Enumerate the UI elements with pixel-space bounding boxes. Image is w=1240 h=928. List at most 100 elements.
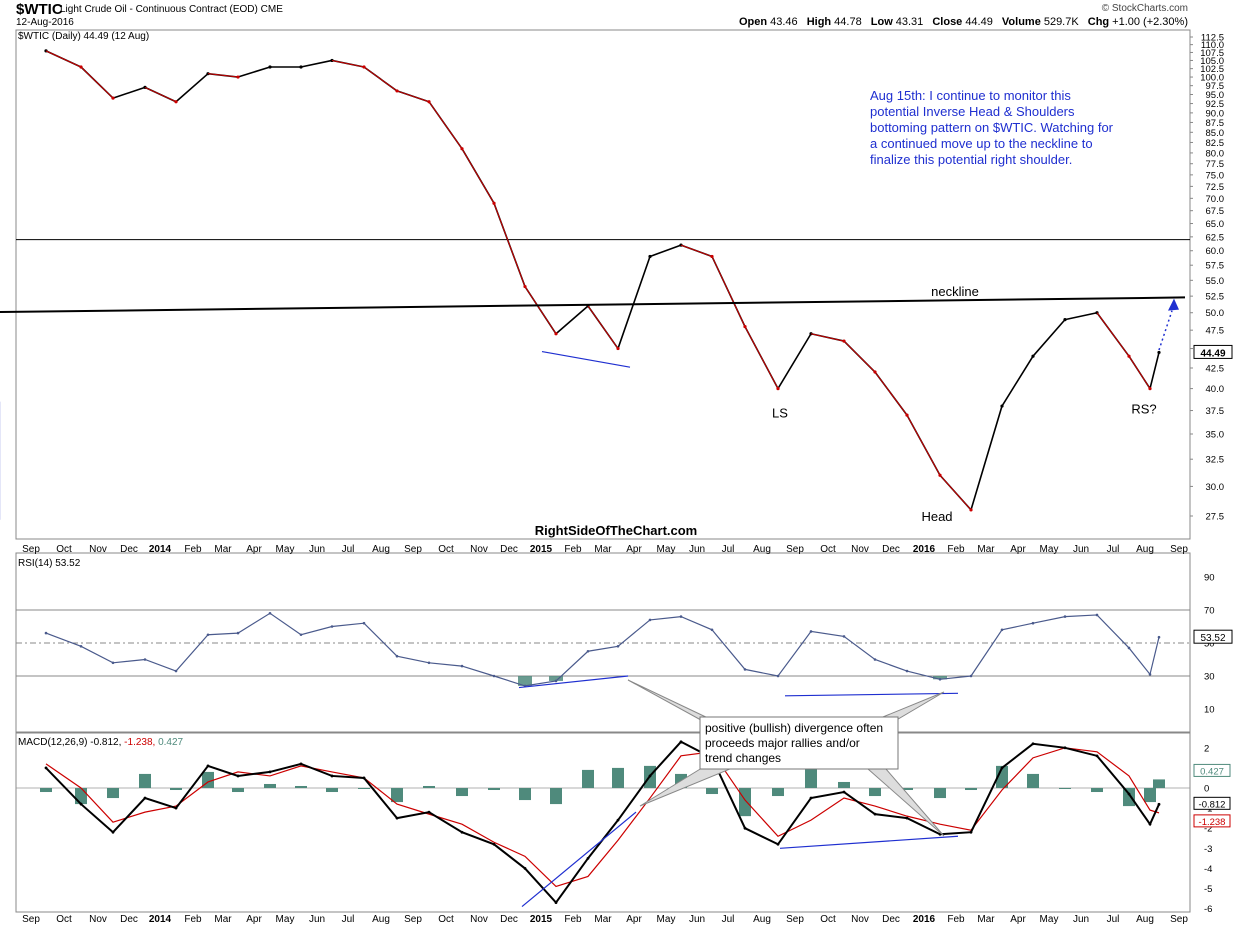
lower-x-tick-label: Apr [1010, 914, 1026, 925]
macd-point [330, 774, 334, 778]
price-y-tick-label: 75.0 [1206, 170, 1225, 181]
macd-point [236, 774, 240, 778]
upper-x-tick-label: Sep [22, 544, 40, 555]
upper-x-tick-label: Sep [786, 544, 804, 555]
price-point [776, 386, 780, 391]
upper-x-tick-label: Apr [626, 544, 642, 555]
price-y-tick-label: 37.5 [1206, 406, 1225, 417]
lower-x-tick-label: May [1040, 914, 1059, 925]
rsi-point [1148, 673, 1152, 676]
macd-point [79, 802, 83, 806]
lower-x-tick-label: May [276, 914, 295, 925]
macd-histogram-bar [519, 788, 531, 801]
price-down-segment [874, 371, 908, 416]
rsi-point [1095, 613, 1099, 617]
lower-x-tick-label: Aug [372, 914, 390, 925]
close-label: Close [932, 16, 963, 28]
rsi-point [44, 631, 48, 635]
price-panel-frame [15, 29, 1191, 540]
rsi-panel-title: RSI(14) 53.52 [18, 558, 81, 569]
macd-y-tick-label: 2 [1204, 743, 1209, 754]
lower-x-tick-label: Dec [120, 914, 138, 925]
price-y-tick-label: 82.5 [1206, 138, 1225, 149]
macd-histogram-bar [326, 788, 338, 793]
macd-histogram-bar [1144, 788, 1156, 803]
macd-histogram-bar [1059, 788, 1071, 789]
macd-point [299, 762, 303, 766]
price-down-segment [396, 90, 430, 103]
price-down-segment [428, 101, 463, 149]
rsi-point [842, 635, 846, 638]
macd-histogram-bar [170, 788, 182, 791]
open-label: Open [738, 16, 768, 28]
macd-point [1063, 746, 1067, 750]
macd-title-part: MACD(12,26,9) [18, 737, 90, 748]
instrument-name: Light Crude Oil - Continuous Contract (E… [60, 4, 283, 15]
macd-histogram-bar [456, 788, 468, 797]
macd-point [1127, 792, 1131, 796]
rsi-point [492, 674, 496, 678]
volume-label: Volume [1001, 16, 1041, 28]
macd-histogram-bar [1123, 788, 1135, 807]
macd-y-tick-label: -6 [1204, 904, 1212, 915]
rsi-line [45, 612, 1160, 687]
lower-x-tick-label: Mar [977, 914, 995, 925]
macd-point [648, 774, 652, 778]
macd-last-value-tag [1193, 796, 1231, 810]
macd-point [679, 740, 683, 744]
price-point [969, 508, 973, 512]
price-panel-title: $WTIC (Daily) 44.49 (12 Aug) [18, 31, 149, 42]
lower-x-tick-label: Apr [626, 914, 642, 925]
macd-histogram-bar [805, 765, 817, 788]
rsi-point [586, 649, 590, 653]
upper-x-tick-label: Mar [977, 544, 995, 555]
macd-histogram-bar [107, 788, 119, 799]
price-annotation: Aug 15th: I continue to monitor this pote… [870, 88, 1114, 167]
divergence-callout-text: positive (bullish) divergence often proce… [705, 721, 883, 765]
price-y-tick-label: 35.0 [1206, 430, 1225, 441]
price-point [174, 100, 178, 104]
upper-x-tick-label: Aug [1136, 544, 1154, 555]
macd-point [523, 867, 527, 870]
pattern-label: Head [921, 509, 952, 524]
macd-point [174, 806, 178, 810]
lower-x-tick-label: Nov [470, 914, 488, 925]
lower-x-tick-label: Jun [689, 914, 705, 925]
lower-x-tick-label: Feb [184, 914, 202, 925]
rsi-y-tick-label: 70 [1204, 606, 1215, 617]
rsi-point [873, 658, 877, 661]
price-y-tick-label: 32.5 [1206, 455, 1225, 466]
price-y-tick-label: 85.0 [1206, 128, 1225, 139]
divergence-callout-box [699, 716, 899, 770]
price-last-value-tag [1193, 344, 1233, 359]
upper-x-tick-label: Feb [564, 544, 582, 555]
upper-x-tick-label: Dec [882, 544, 900, 555]
macd-last-value-tag [1193, 763, 1231, 777]
macd-point [969, 830, 973, 834]
rsi-point [460, 664, 464, 668]
price-y-tick-label: 100.0 [1200, 73, 1224, 84]
price-point [1157, 350, 1161, 355]
macd-histogram-bar [139, 773, 151, 788]
upper-x-tick-label: May [657, 544, 676, 555]
rsi-point [1157, 635, 1161, 639]
macd-point [586, 856, 590, 860]
watermark: RightSideOfTheChart.com [535, 523, 698, 538]
price-y-tick-label: 47.5 [1206, 326, 1225, 337]
rsi-point [111, 661, 115, 665]
macd-histogram-bar [423, 785, 435, 788]
macd-histogram-bar [75, 788, 87, 805]
rsi-point [743, 668, 747, 671]
upper-x-tick-label: Apr [246, 544, 262, 555]
price-annotation-line: finalize this potential right shoulder. [870, 152, 1072, 167]
price-down-segment [524, 286, 557, 335]
lower-x-tick-label: Jul [722, 914, 735, 925]
price-y-tick-label: 92.5 [1206, 99, 1225, 110]
lower-x-tick-label: 2015 [530, 914, 553, 925]
price-down-segment [810, 333, 845, 342]
macd-histogram-bar [550, 788, 562, 805]
macd-histogram-bar [295, 785, 307, 788]
price-annotation-line: a continued move up to the neckline to [870, 136, 1093, 151]
macd-y-tick-label: -3 [1204, 844, 1212, 855]
